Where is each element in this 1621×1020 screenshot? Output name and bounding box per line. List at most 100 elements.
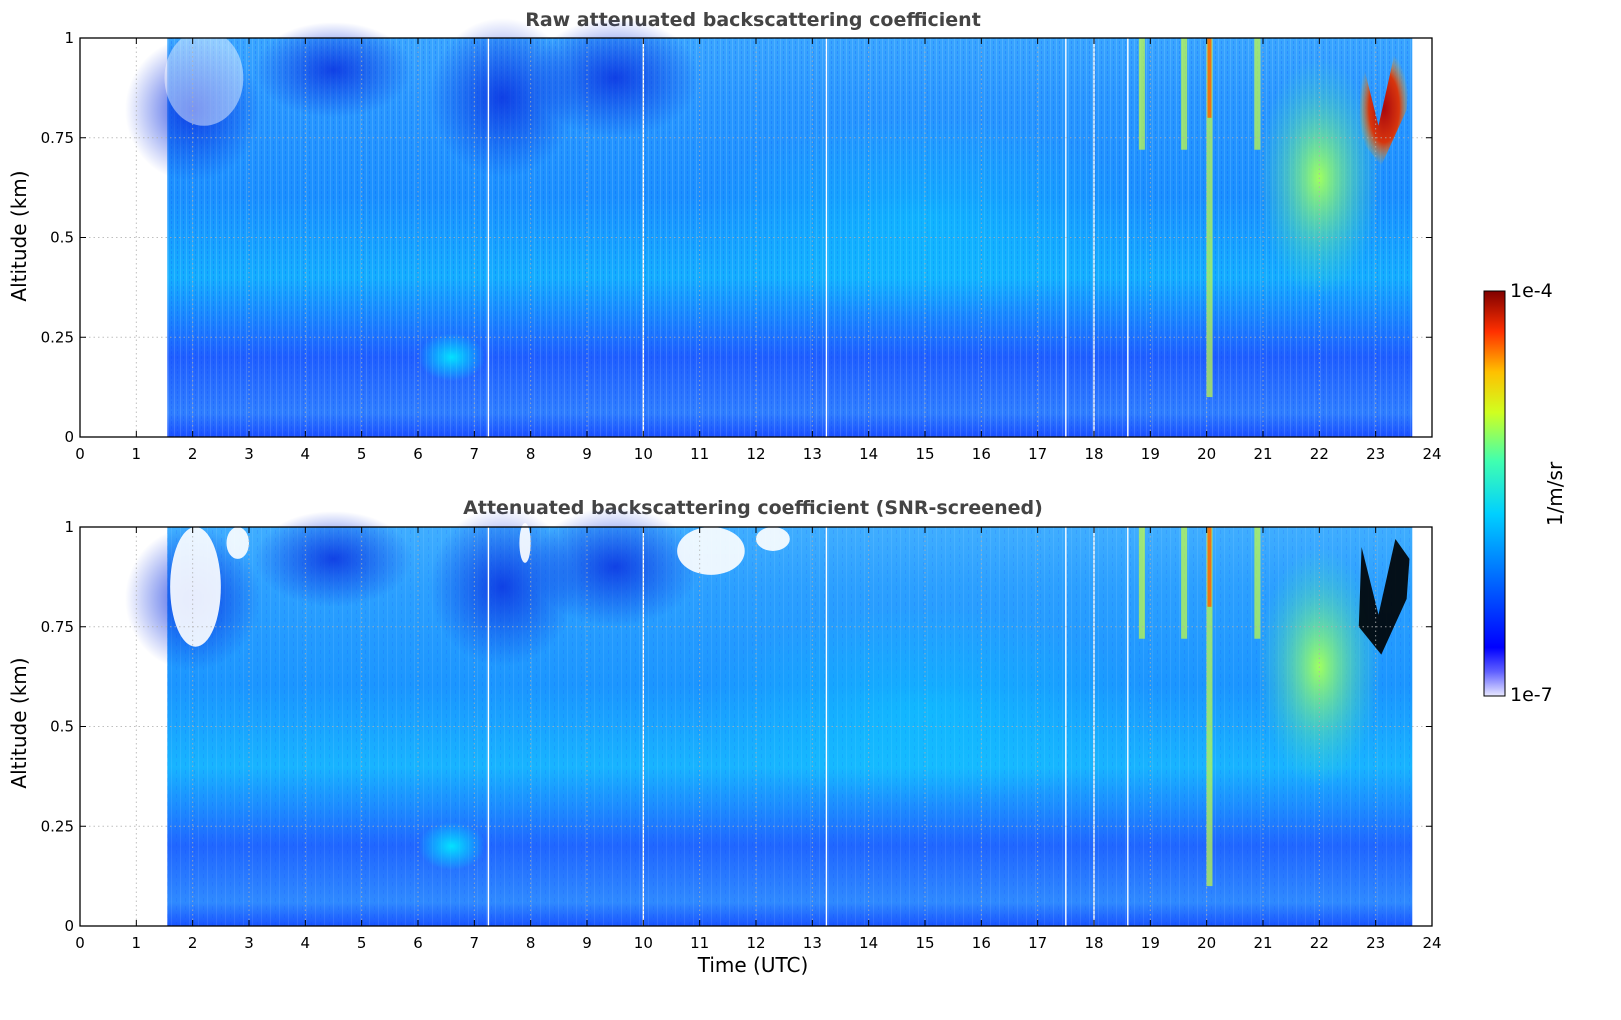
panel-1-y-ticks: 0 0.25 0.5 0.75 1 [41,29,1432,446]
plume-streak [1181,38,1188,150]
aerosol-layer-region [699,117,1151,318]
panel-2-y-ticks: 0 0.25 0.5 0.75 1 [41,518,1432,935]
screened-out-region [677,527,745,575]
x-tick-label: 19 [1141,934,1160,952]
x-tick-label: 4 [301,934,311,952]
x-tick-label: 20 [1197,934,1216,952]
x-tick-label: 3 [244,934,254,952]
x-tick-label: 13 [803,445,822,463]
x-tick-label: 18 [1084,934,1103,952]
strong-plume [1358,49,1410,166]
x-tick-label: 4 [301,445,311,463]
x-tick-label: 11 [690,445,709,463]
x-tick-label: 2 [188,445,198,463]
panel-2-heatmap [125,507,1413,926]
panel-1-ylabel: Altitude (km) [7,170,31,301]
x-tick-label: 16 [972,445,991,463]
screened-out-region [226,527,249,559]
y-tick-label: 0.5 [50,229,74,247]
plume-streak [1206,527,1213,887]
x-tick-label: 8 [526,934,536,952]
x-tick-label: 24 [1422,445,1441,463]
x-tick-label: 20 [1197,445,1216,463]
x-tick-label: 17 [1028,445,1047,463]
plume-streak [1138,38,1145,150]
y-tick-label: 0.75 [41,618,74,636]
x-tick-label: 15 [915,934,934,952]
colorbar-max-label: 1e-4 [1510,280,1553,302]
screened-out-region [756,527,790,551]
x-tick-label: 14 [859,445,878,463]
colorbar: 1e-4 1e-7 1/m/sr [1483,280,1567,706]
x-tick-label: 3 [244,445,254,463]
raw-backscatter-panel: Raw attenuated backscattering coefficien… [7,9,1442,463]
panel-2-x-ticks: 0 1 2 3 4 5 6 7 8 9 10 11 12 13 14 15 16 17 18 19 20 21 22 23 24 [75,527,1442,952]
strong-plume [1358,538,1410,655]
y-tick-label: 0.5 [50,718,74,736]
x-tick-label: 9 [582,445,592,463]
plume-streak [1254,527,1261,639]
colorbar-min-label: 1e-7 [1510,684,1553,706]
aerosol-layer-region [418,822,486,871]
x-tick-label: 10 [634,445,653,463]
y-tick-label: 0 [64,917,74,935]
plume-streak [1138,527,1145,639]
x-tick-label: 2 [188,934,198,952]
x-tick-label: 6 [413,934,423,952]
x-tick-label: 22 [1310,445,1329,463]
x-tick-label: 22 [1310,934,1329,952]
panel-1-heatmap [125,18,1413,437]
screened-out-region [170,527,221,647]
x-tick-label: 11 [690,934,709,952]
plume-streak [1206,38,1213,398]
x-tick-label: 23 [1366,445,1385,463]
plume-core [1207,527,1212,607]
x-tick-label: 10 [634,934,653,952]
x-tick-label: 15 [915,445,934,463]
y-tick-label: 0.25 [41,817,74,835]
low-backscatter-region [530,507,700,627]
panel-1-x-ticks: 0 1 2 3 4 5 6 7 8 9 10 11 12 13 14 15 16 17 18 19 20 21 22 23 24 [75,38,1442,463]
x-tick-label: 0 [75,934,85,952]
x-tick-label: 21 [1253,445,1272,463]
plume-streak [1181,527,1188,639]
low-backscatter-region [254,511,413,607]
x-tick-label: 21 [1253,934,1272,952]
panel-2-grid [80,527,1432,926]
x-tick-label: 23 [1366,934,1385,952]
snr-screened-panel: Attenuated backscattering coefficient (S… [7,497,1442,977]
noisy-region [164,30,244,126]
x-tick-label: 24 [1422,934,1441,952]
colorbar-label: 1/m/sr [1543,461,1567,526]
aerosol-layer-region [699,606,1151,807]
low-backscatter-region [125,38,261,182]
x-tick-label: 6 [413,445,423,463]
panel-2-title: Attenuated backscattering coefficient (S… [463,497,1043,519]
x-tick-label: 14 [859,934,878,952]
x-tick-label: 5 [357,934,367,952]
y-tick-label: 0 [64,428,74,446]
low-backscatter-region [254,22,413,118]
aerosol-layer-region [418,333,486,382]
x-tick-label: 8 [526,445,536,463]
panel-2-xlabel: Time (UTC) [697,953,809,977]
y-tick-label: 1 [64,29,74,47]
panel-1-grid [80,38,1432,437]
x-tick-label: 5 [357,445,367,463]
x-tick-label: 18 [1084,445,1103,463]
x-tick-label: 12 [746,445,765,463]
panel-2-ylabel: Altitude (km) [7,657,31,788]
x-tick-label: 7 [470,934,480,952]
x-tick-label: 1 [132,934,142,952]
x-tick-label: 19 [1141,445,1160,463]
heatmap-features-screened [125,507,1410,926]
x-tick-label: 0 [75,445,85,463]
colorbar-gradient [1483,290,1506,697]
screened-out-region [519,523,531,563]
x-tick-label: 7 [470,445,480,463]
x-tick-label: 17 [1028,934,1047,952]
y-tick-label: 0.25 [41,328,74,346]
plume-streak [1254,38,1261,150]
y-tick-label: 1 [64,518,74,536]
